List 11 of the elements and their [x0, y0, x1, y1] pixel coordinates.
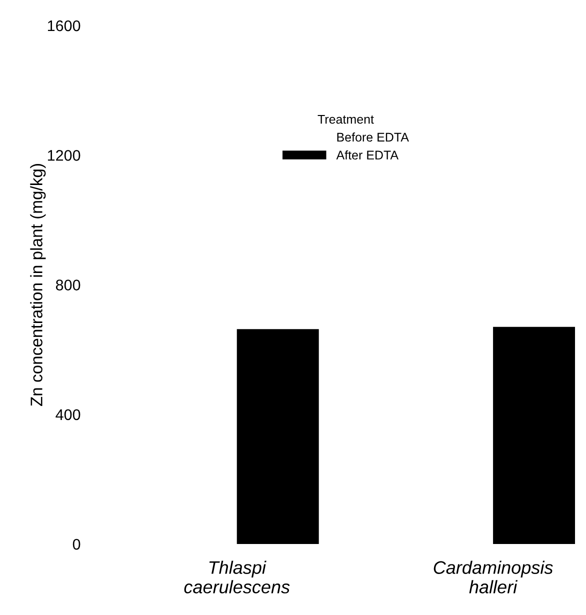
text: Before EDTA [337, 132, 409, 142]
y-tick-label: 1200 [48, 150, 80, 161]
x-tick-label: Cardaminopsis halleri [434, 560, 553, 594]
legend-label: After EDTA [336, 150, 399, 160]
y-tick-label: 0 [72, 538, 80, 550]
y-axis-title: Zn concentration in plant (mg/kg) [30, 164, 46, 406]
y-tick-label: 400 [56, 409, 80, 420]
x-tick-label: Thlaspi caerulescens [184, 560, 290, 594]
legend-title: Treatment [318, 115, 374, 124]
y-tick-label: 1600 [48, 20, 80, 32]
y-tick-label: 800 [56, 280, 80, 290]
